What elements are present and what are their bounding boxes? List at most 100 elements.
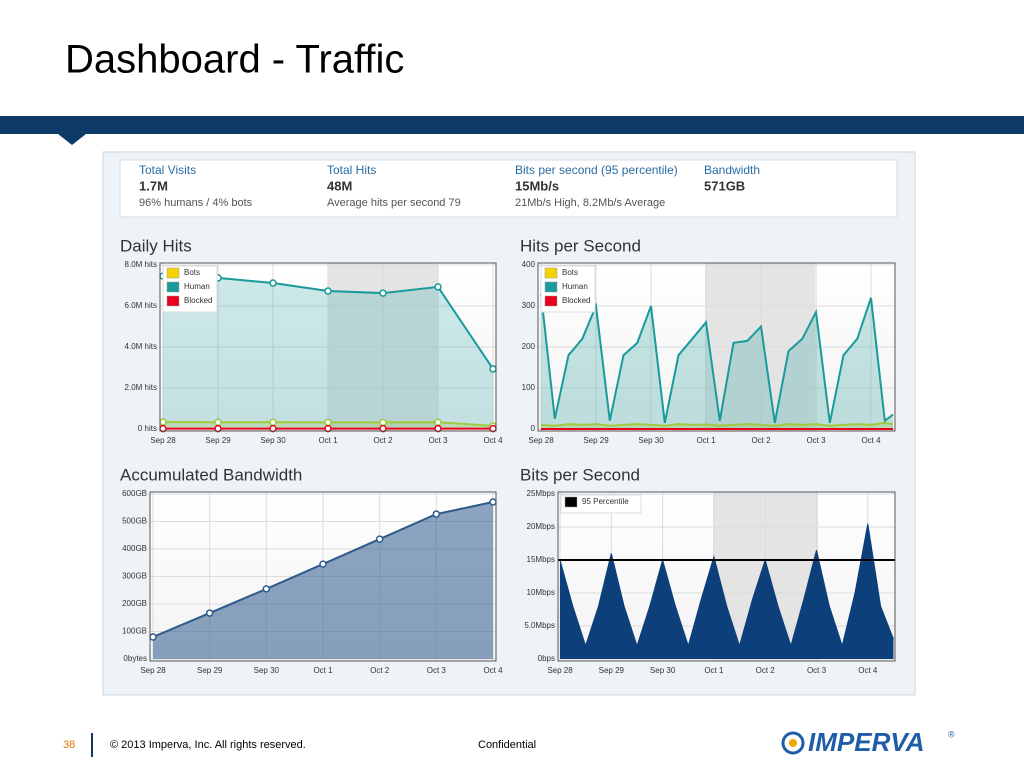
point [263,586,269,592]
stat-value: 15Mb/s [515,178,559,193]
point [270,280,276,286]
x-tick-label: Sep 29 [583,436,609,445]
x-tick-label: Oct 1 [696,436,716,445]
legend-swatch [565,497,577,507]
x-tick-label: Sep 29 [205,436,231,445]
x-tick-label: Oct 4 [861,436,881,445]
x-tick-label: Sep 30 [254,666,280,675]
y-tick-label: 0bytes [123,654,147,663]
point [433,511,439,517]
stat-label: Total Visits [139,163,196,177]
x-tick-label: Sep 30 [638,436,664,445]
slide-title: Dashboard - Traffic [65,38,404,82]
y-tick-label: 0 [531,424,536,433]
stat-value: 571GB [704,178,745,193]
legend-label: 95 Percentile [582,497,629,506]
y-tick-label: 400GB [122,544,147,553]
x-tick-label: Oct 4 [483,666,503,675]
x-tick-label: Oct 1 [704,666,724,675]
y-tick-label: 100GB [122,627,147,636]
legend-label: Blocked [184,296,212,305]
point [160,419,166,425]
stat-value: 1.7M [139,178,168,193]
y-tick-label: 5.0Mbps [524,621,555,630]
x-tick-label: Oct 4 [858,666,878,675]
legend-swatch [167,268,179,278]
x-tick-label: Oct 3 [806,436,826,445]
x-tick-label: Oct 1 [313,666,333,675]
y-tick-label: 15Mbps [527,555,555,564]
logo-icon-dot [789,739,797,747]
point [270,419,276,425]
x-tick-label: Oct 1 [318,436,338,445]
x-tick-label: Oct 2 [370,666,390,675]
x-tick-label: Sep 28 [547,666,573,675]
y-tick-label: 200GB [122,599,147,608]
chart-title: Hits per Second [520,236,641,255]
point [380,290,386,296]
stat-detail: 96% humans / 4% bots [139,197,253,209]
logo-mark: ® [948,729,955,739]
logo: IMPERVA [808,727,925,757]
y-tick-label: 100 [522,383,536,392]
y-tick-label: 300GB [122,572,147,581]
header-notch [58,134,86,145]
point [207,610,213,616]
legend-swatch [545,282,557,292]
stat-detail: Average hits per second 79 [327,197,461,209]
legend-label: Human [184,282,210,291]
y-tick-label: 300 [522,301,536,310]
y-tick-label: 500GB [122,517,147,526]
page-number: 38 [63,739,75,751]
point [490,499,496,505]
point [215,419,221,425]
chart-title: Daily Hits [120,236,192,255]
confidential: Confidential [478,739,536,751]
point [150,634,156,640]
stat-label: Total Hits [327,163,376,177]
y-tick-label: 6.0M hits [125,301,157,310]
legend-label: Human [562,282,588,291]
x-tick-label: Sep 30 [650,666,676,675]
point [490,366,496,372]
x-tick-label: Oct 2 [751,436,771,445]
point [435,284,441,290]
x-tick-label: Oct 2 [373,436,393,445]
x-tick-label: Oct 4 [483,436,503,445]
legend-swatch [167,296,179,306]
x-tick-label: Sep 28 [140,666,166,675]
y-tick-label: 25Mbps [527,489,555,498]
x-tick-label: Sep 28 [150,436,176,445]
y-tick-label: 0bps [538,654,555,663]
y-tick-label: 2.0M hits [125,383,157,392]
y-tick-label: 20Mbps [527,522,555,531]
chart: Accumulated Bandwidth 0bytes 100GB 200GB 300… [120,465,503,675]
chart: Bits per Second0bps5.0Mbps10Mbps15Mbps20… [520,465,895,675]
x-tick-label: Sep 30 [260,436,286,445]
x-tick-label: Oct 3 [428,436,448,445]
legend-label: Bots [184,268,200,277]
stat-value: 48M [327,178,352,193]
legend-swatch [545,268,557,278]
legend-swatch [545,296,557,306]
x-tick-label: Oct 3 [427,666,447,675]
point [325,288,331,294]
y-tick-label: 0 hits [138,424,157,433]
stat-label: Bits per second (95 percentile) [515,163,678,177]
chart-title: Accumulated Bandwidth [120,465,302,484]
stat-detail: 21Mb/s High, 8.2Mb/s Average [515,197,665,209]
legend-label: Blocked [562,296,590,305]
legend-label: Bots [562,268,578,277]
point [320,561,326,567]
x-tick-label: Oct 2 [756,666,776,675]
header-band [0,116,1024,134]
x-tick-label: Sep 29 [599,666,625,675]
point [435,419,441,425]
point [377,536,383,542]
stat-label: Bandwidth [704,163,760,177]
x-tick-label: Sep 28 [528,436,554,445]
